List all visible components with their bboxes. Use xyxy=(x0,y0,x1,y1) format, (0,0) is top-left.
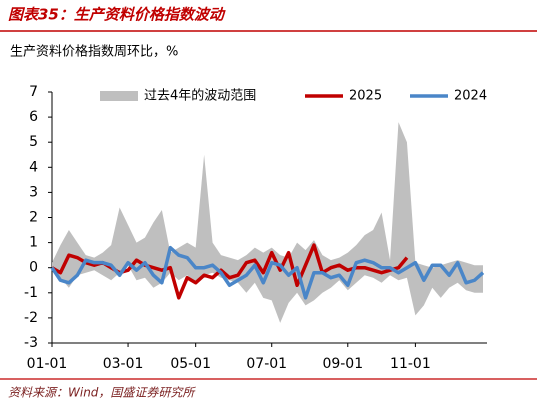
legend-label: 2025 xyxy=(349,89,382,104)
y-tick-label: -1 xyxy=(24,285,38,301)
x-tick-label: 09-01 xyxy=(322,356,363,372)
y-tick-label: -2 xyxy=(24,310,38,326)
y-tick-label: 0 xyxy=(29,260,38,276)
y-tick-label: 1 xyxy=(29,235,38,251)
legend-label: 2024 xyxy=(454,89,487,104)
y-tick-label: 4 xyxy=(29,159,38,175)
line xyxy=(50,245,485,300)
y-tick-label: 2 xyxy=(29,210,38,226)
y-tick-label: 6 xyxy=(29,109,38,125)
x-tick-label: 03-01 xyxy=(103,356,144,372)
y-tick-label: -3 xyxy=(24,335,38,351)
source: 资料来源：Wind，国盛证券研究所 xyxy=(8,386,196,400)
legend-swatch xyxy=(100,91,138,101)
y-tick-label: 3 xyxy=(29,184,38,200)
chart-title: 图表35：生产资料价格指数波动 xyxy=(8,6,226,24)
y-tick-label: 5 xyxy=(29,134,38,150)
x-tick-label: 07-01 xyxy=(246,356,287,372)
x-tick-label: 05-01 xyxy=(170,356,211,372)
y-tick-label: 7 xyxy=(29,84,38,100)
legend-label: 过去4年的波动范围 xyxy=(144,88,256,104)
x-tick-label: 11-01 xyxy=(390,356,431,372)
x-tick-label: 01-01 xyxy=(27,356,68,372)
range-band xyxy=(52,122,483,323)
subtitle: 生产资料价格指数周环比，% xyxy=(10,44,178,60)
